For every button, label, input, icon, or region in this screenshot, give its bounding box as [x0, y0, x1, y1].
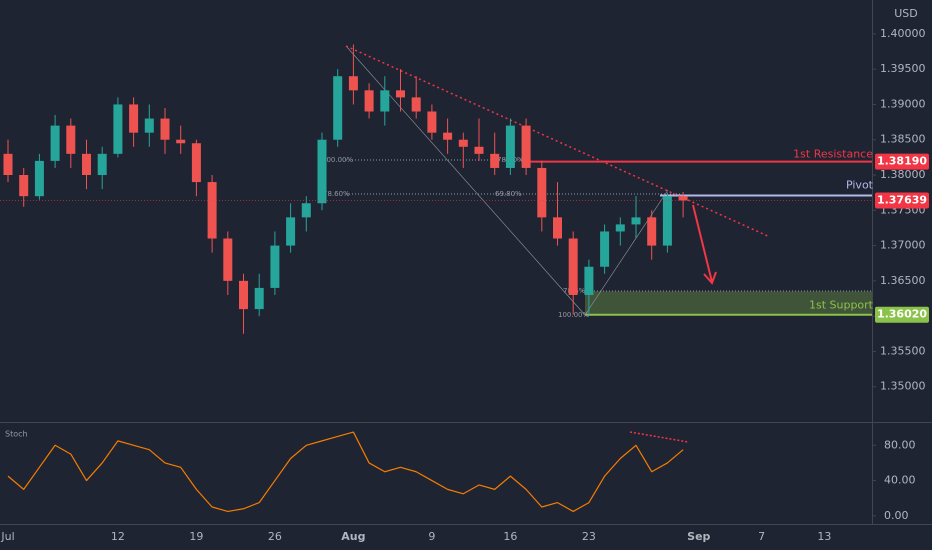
price-tag — [875, 153, 929, 170]
candle-body — [19, 175, 29, 197]
candle-body — [490, 153, 500, 168]
divergence-line — [629, 431, 689, 443]
price-tag — [875, 306, 929, 323]
candle-body — [474, 146, 484, 154]
candle-body — [97, 153, 107, 176]
candle-body — [678, 196, 688, 201]
x-tick-label: 7 — [758, 530, 765, 543]
fib-label: 100.00% — [558, 311, 589, 319]
y-tick-label: 1.40000 — [880, 27, 926, 40]
fib-leg — [584, 189, 669, 316]
candle-body — [333, 76, 343, 140]
unit-label: USD — [894, 7, 918, 20]
candle-body — [3, 153, 13, 176]
candle-body — [553, 217, 562, 239]
price-tag — [875, 192, 929, 209]
pivot-name: Pivot — [846, 178, 874, 191]
candle-body — [615, 224, 625, 232]
y-tick-label: 1.38000 — [880, 168, 926, 181]
candle-body — [364, 90, 374, 112]
y-tick-label: 0.00 — [884, 509, 909, 522]
fib-label: 69.80% — [495, 190, 522, 198]
support-name: 1st Support — [809, 299, 874, 312]
price-tag-label: 1.36020 — [877, 308, 927, 321]
candle-body — [286, 217, 296, 246]
y-tick-label: 1.35500 — [880, 344, 926, 357]
candle-body — [223, 238, 233, 281]
candle-body — [443, 132, 453, 140]
candle-body — [458, 139, 468, 147]
x-tick-label: 23 — [582, 530, 596, 543]
y-tick-label: 1.39500 — [880, 62, 926, 75]
y-tick-label: 1.37000 — [880, 239, 926, 252]
stoch-title: Stoch — [5, 430, 28, 439]
y-tick-label: 1.38500 — [880, 133, 926, 146]
price-tag-label: 1.38190 — [877, 155, 927, 168]
candle-body — [584, 266, 594, 295]
candle-body — [537, 167, 547, 218]
candle-body — [396, 90, 405, 98]
candle-body — [34, 160, 44, 197]
candle-body — [207, 182, 217, 239]
x-tick-label: Jul — [0, 530, 14, 543]
candle-body — [600, 231, 610, 267]
candle-body — [50, 125, 60, 161]
support-zone — [585, 291, 872, 315]
candle-body — [380, 90, 390, 112]
resistance-name: 1st Resistance — [793, 148, 873, 161]
candle-body — [662, 196, 672, 246]
y-tick-label: 80.00 — [884, 438, 916, 451]
candle-body — [113, 104, 123, 154]
x-tick-label: 16 — [503, 530, 517, 543]
candle-body — [191, 143, 201, 183]
candle-body — [647, 217, 657, 246]
fib-label: 78.60% — [323, 190, 350, 198]
x-tick-label: Sep — [687, 530, 710, 543]
stoch-line — [7, 431, 684, 513]
x-tick-label: 26 — [268, 530, 282, 543]
x-tick-label: 19 — [189, 530, 203, 543]
x-tick-label: 13 — [817, 530, 831, 543]
candle-body — [317, 139, 327, 204]
candle-body — [144, 118, 154, 133]
y-tick-label: 1.36500 — [880, 274, 926, 287]
arrow — [692, 204, 717, 285]
candle-body — [411, 97, 421, 112]
x-tick-label: 9 — [428, 530, 435, 543]
candle-body — [160, 118, 170, 140]
fib-label: 100.00% — [322, 156, 353, 164]
candle-body — [427, 111, 437, 133]
candle-body — [568, 238, 578, 295]
candle-body — [66, 125, 76, 154]
price-tag-label: 1.37639 — [877, 193, 927, 206]
candle-body — [348, 76, 358, 91]
candle-body — [239, 280, 248, 310]
candle-body — [301, 203, 311, 218]
x-tick-label: 12 — [111, 530, 125, 543]
x-tick-label: Aug — [341, 530, 365, 543]
candle-body — [176, 139, 186, 144]
candle-body — [505, 125, 515, 168]
y-tick-label: 1.35000 — [880, 380, 926, 393]
candle-body — [82, 153, 91, 176]
candle-body — [631, 217, 641, 225]
candle-body — [129, 104, 139, 133]
candle-body — [270, 245, 280, 288]
y-tick-label: 40.00 — [884, 474, 916, 487]
candle-body — [254, 287, 264, 310]
candle-body — [521, 125, 531, 168]
y-tick-label: 1.39000 — [880, 97, 926, 110]
